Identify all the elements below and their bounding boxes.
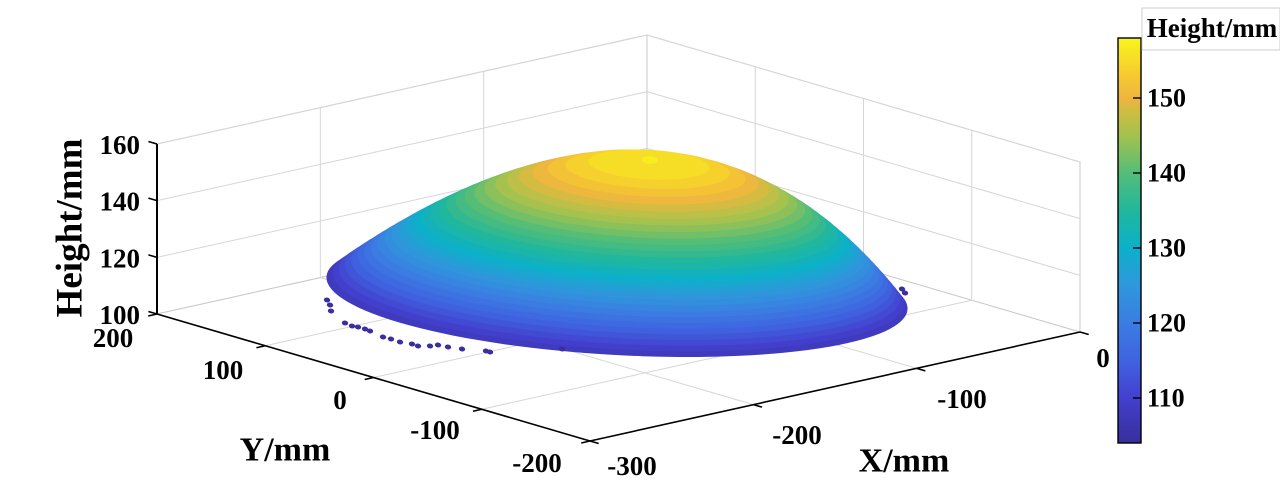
- axis-lines: [148, 140, 1089, 445]
- y-tick-label: 200: [93, 323, 134, 353]
- z-tick-label: 120: [100, 243, 141, 273]
- y-tick-label: -200: [512, 448, 562, 478]
- x-tick-label: -200: [772, 420, 822, 450]
- colorbar: 110 120 130 140 150: [1117, 37, 1186, 444]
- outlier-point: [327, 308, 335, 314]
- outlier-point: [408, 341, 416, 347]
- wall-grid-z: [156, 91, 648, 202]
- outlier-point: [379, 334, 387, 340]
- outlier-point: [898, 286, 906, 292]
- x-tick: [753, 403, 763, 408]
- colorbar-title-box: Height/mm: [1141, 7, 1280, 51]
- z-tick: [148, 197, 158, 202]
- outlier-point: [414, 343, 422, 349]
- outlier-point: [444, 344, 452, 350]
- y-tick: [581, 440, 591, 444]
- colorbar-tick-label: 140: [1147, 159, 1186, 188]
- outlier-point: [396, 339, 404, 345]
- x-axis-label: X/mm: [859, 443, 950, 480]
- height-band: [642, 155, 658, 165]
- x-tick: [916, 367, 926, 372]
- wall-grid-z: [646, 91, 1081, 220]
- y-tick-label: 100: [203, 355, 244, 385]
- z-axis-label: Height/mm: [50, 138, 91, 317]
- colorbar-title: Height/mm: [1147, 13, 1278, 43]
- outlier-point: [426, 343, 434, 349]
- wall-grid-z: [156, 34, 648, 145]
- wall-grid-z: [646, 34, 1081, 163]
- z-tick-label: 160: [100, 130, 141, 160]
- colorbar-tick-label: 110: [1147, 384, 1185, 413]
- outlier-point: [348, 323, 356, 329]
- outlier-point: [387, 336, 395, 342]
- colorbar-title-frame: [1141, 7, 1280, 51]
- outlier-point: [434, 342, 442, 348]
- outlier-point: [901, 290, 909, 296]
- x-axis-line: [589, 331, 1081, 442]
- z-tick: [148, 310, 158, 315]
- outlier-points: [323, 286, 909, 355]
- y-tick: [364, 376, 374, 381]
- outlier-point: [323, 297, 331, 303]
- colorbar-gradient: [1117, 37, 1142, 444]
- z-tick: [148, 140, 158, 145]
- outlier-point: [558, 346, 566, 352]
- colorbar-tick-label: 150: [1147, 84, 1186, 113]
- x-tick: [1079, 331, 1089, 336]
- dome-scatter: [326, 149, 908, 357]
- outlier-point: [366, 328, 374, 334]
- outlier-point: [341, 320, 349, 326]
- y-tick: [472, 408, 482, 413]
- outlier-point: [361, 326, 369, 332]
- y-axis-label: Y/mm: [240, 432, 331, 469]
- z-tick-label: 140: [100, 187, 141, 217]
- y-tick-label: -100: [410, 415, 460, 445]
- y-tick-label: 0: [333, 385, 347, 415]
- colorbar-tick-label: 120: [1147, 309, 1186, 338]
- x-tick-label: -100: [937, 384, 987, 414]
- x-tick-label: 0: [1096, 343, 1110, 373]
- z-tick: [148, 254, 158, 259]
- colorbar-tick-label: 130: [1147, 234, 1186, 263]
- x-tick-label: -300: [607, 451, 657, 481]
- outlier-point: [458, 346, 466, 352]
- outlier-point: [354, 324, 362, 330]
- y-tick: [256, 344, 266, 349]
- height-band: [588, 149, 710, 180]
- z-tick-label: 100: [100, 300, 141, 330]
- outlier-point: [486, 349, 494, 355]
- outlier-point: [326, 302, 334, 308]
- x-tick: [589, 440, 599, 445]
